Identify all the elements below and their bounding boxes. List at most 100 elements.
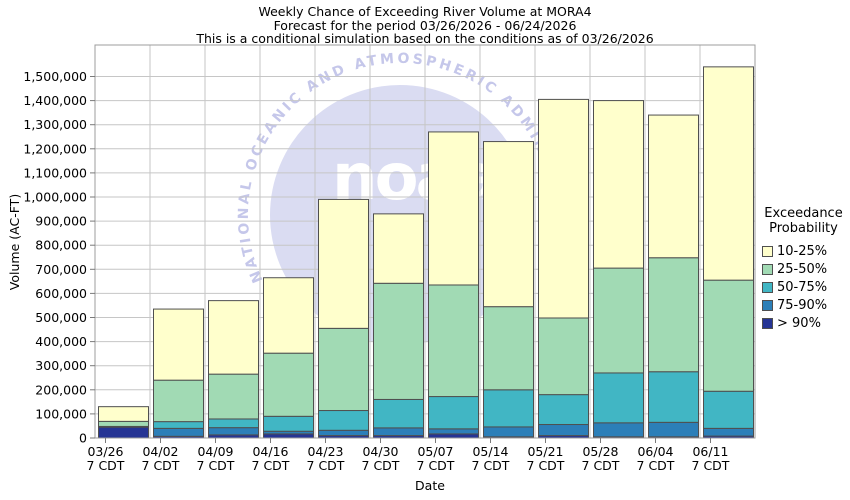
legend-swatch xyxy=(762,299,773,311)
chart-title-line2: Forecast for the period 03/26/2026 - 06/… xyxy=(273,17,577,33)
y-tick-label: 400,000 xyxy=(35,334,87,349)
bar-segment-5075 xyxy=(208,418,259,429)
bar-segment-7590 xyxy=(208,427,259,436)
bar-segment-2550 xyxy=(428,284,479,398)
bar-segment-1025 xyxy=(153,308,204,381)
bar-segment-2550 xyxy=(263,352,314,417)
y-tick-label: 0 xyxy=(79,431,87,446)
chart-titles: Weekly Chance of Exceeding River Volume … xyxy=(0,5,850,46)
bar-segment-1025 xyxy=(263,277,314,354)
bar-segment-5075 xyxy=(703,390,754,429)
x-tick-label-date: 04/02 xyxy=(142,444,178,459)
y-tick-label: 1,500,000 xyxy=(23,69,87,84)
bar-segment-90 xyxy=(428,433,479,439)
bar-segment-5075 xyxy=(538,394,589,426)
bar-segment-2550 xyxy=(373,282,424,400)
x-tick-label-time: 7 CDT xyxy=(252,458,290,473)
legend-item: 25-50% xyxy=(757,260,850,278)
bar-segment-2550 xyxy=(98,420,149,427)
legend-item: > 90% xyxy=(757,314,850,332)
legend-title-line2: Probability xyxy=(769,220,838,236)
chart-title-line1: Weekly Chance of Exceeding River Volume … xyxy=(258,4,592,19)
bar-segment-1025 xyxy=(648,114,699,259)
bar-segment-1025 xyxy=(208,300,259,375)
y-tick-label: 300,000 xyxy=(35,358,87,373)
bar-segment-7590 xyxy=(428,428,479,435)
bar-segment-90 xyxy=(98,426,149,439)
bar-segment-5075 xyxy=(373,398,424,429)
y-tick-label: 900,000 xyxy=(35,214,87,229)
bar-segment-7590 xyxy=(483,426,534,438)
bar-segment-5075 xyxy=(318,410,369,431)
x-tick-label-time: 7 CDT xyxy=(362,458,400,473)
y-tick-label: 1,300,000 xyxy=(23,117,87,132)
x-tick-label-date: 05/28 xyxy=(582,444,618,459)
legend-title-line1: Exceedance xyxy=(764,206,843,221)
bar-segment-1025 xyxy=(703,66,754,281)
x-tick-label-date: 06/11 xyxy=(692,444,728,459)
y-tick-label: 500,000 xyxy=(35,310,87,325)
legend-item-label: 25-50% xyxy=(777,261,828,277)
x-tick-label-time: 7 CDT xyxy=(307,458,345,473)
bar-segment-1025 xyxy=(318,198,369,329)
bar-segment-1025 xyxy=(538,98,589,319)
x-tick-label-time: 7 CDT xyxy=(197,458,235,473)
bar-segment-2550 xyxy=(483,306,534,391)
bar-segment-7590 xyxy=(153,427,204,437)
legend-item: 10-25% xyxy=(757,242,850,260)
bar-segment-1025 xyxy=(483,141,534,308)
bar-segment-2550 xyxy=(208,373,259,420)
legend-swatch xyxy=(762,281,773,293)
legend-item: 75-90% xyxy=(757,296,850,314)
legend-items: 10-25% 25-50% 50-75% 75-90% > 90% xyxy=(757,242,850,332)
legend-item-label: 50-75% xyxy=(777,279,828,295)
bar-segment-90 xyxy=(263,433,314,439)
plot-area: 0 100,000 200,000 300,000 400,000 500,000 600,… xyxy=(23,44,756,473)
bar-segment-2550 xyxy=(648,257,699,373)
legend-item-label: 75-90% xyxy=(777,297,828,313)
y-tick-label: 1,400,000 xyxy=(23,93,87,108)
legend-swatch xyxy=(762,263,773,275)
bar-segment-2550 xyxy=(593,267,644,374)
bar-segment-7590 xyxy=(703,427,754,437)
x-tick-label-date: 04/16 xyxy=(252,444,288,459)
bar-segment-7590 xyxy=(593,422,644,438)
legend-title: Exceedance Probability xyxy=(757,206,850,236)
legend-item-label: > 90% xyxy=(777,315,821,331)
bar-segment-2550 xyxy=(703,279,754,392)
bar-segment-2550 xyxy=(318,327,369,412)
plot-border xyxy=(94,44,756,439)
bar-segment-2550 xyxy=(538,317,589,396)
x-tick-label-time: 7 CDT xyxy=(527,458,565,473)
legend: Exceedance Probability 10-25% 25-50% 50-75… xyxy=(757,206,850,332)
y-tick-label: 1,200,000 xyxy=(23,141,87,156)
bar-segment-5075 xyxy=(593,372,644,424)
x-tick-label-date: 04/09 xyxy=(197,444,233,459)
legend-swatch xyxy=(762,317,773,329)
bar-segment-5075 xyxy=(648,371,699,423)
legend-swatch xyxy=(762,245,773,257)
bar-segment-1025 xyxy=(373,213,424,284)
bar-segment-1025 xyxy=(428,131,479,286)
bar-segment-5075 xyxy=(483,389,534,428)
bar-segment-5075 xyxy=(428,396,479,430)
x-tick-label-date: 04/23 xyxy=(307,444,343,459)
legend-item-label: 10-25% xyxy=(777,243,828,259)
bar-segment-7590 xyxy=(373,427,424,437)
y-tick-label: 100,000 xyxy=(35,406,87,421)
x-tick-label-time: 7 CDT xyxy=(142,458,180,473)
bar-segment-7590 xyxy=(318,429,369,437)
bar-segment-7590 xyxy=(648,421,699,438)
bar-segment-5075 xyxy=(153,421,204,429)
y-tick-label: 600,000 xyxy=(35,286,87,301)
x-tick-label-date: 04/30 xyxy=(362,444,398,459)
x-tick-label-time: 7 CDT xyxy=(637,458,675,473)
x-tick-label-date: 05/14 xyxy=(472,444,508,459)
x-tick-label-date: 06/04 xyxy=(637,444,673,459)
chart-title-line3: This is a conditional simulation based o… xyxy=(196,31,654,46)
bar-segment-5075 xyxy=(263,415,314,432)
x-tick-label-date: 05/21 xyxy=(527,444,563,459)
x-tick-label-time: 7 CDT xyxy=(582,458,620,473)
